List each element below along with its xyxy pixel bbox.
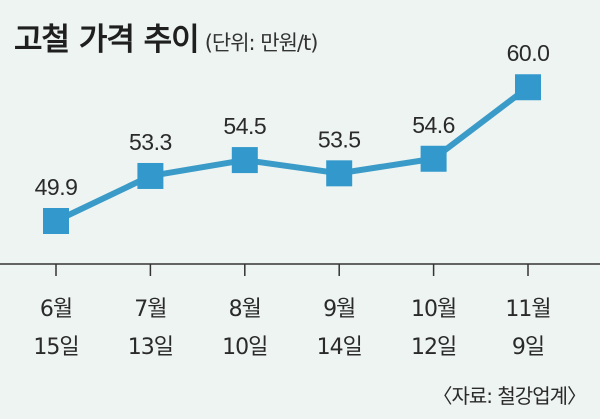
category-day-label: 12일	[411, 335, 456, 360]
chart-header: 고철 가격 추이 (단위: 만원/t)	[14, 14, 319, 59]
data-point-marker	[326, 160, 353, 187]
category-month-label: 7월	[134, 297, 166, 322]
data-point-marker	[137, 162, 164, 189]
category-day-label: 13일	[128, 335, 173, 360]
series-line	[54, 84, 530, 224]
data-value-label: 60.0	[507, 40, 550, 66]
category-month-label: 10월	[411, 297, 456, 322]
data-value-label: 53.5	[318, 126, 361, 152]
category-day-label: 15일	[33, 335, 78, 360]
category-month-label: 6월	[40, 297, 72, 322]
data-value-label: 53.3	[129, 129, 172, 155]
category-day-label: 9일	[512, 335, 544, 360]
data-point-marker	[515, 74, 541, 101]
data-value-label: 54.6	[412, 112, 455, 138]
category-day-label: 10일	[222, 335, 267, 360]
data-point-marker	[43, 208, 69, 234]
x-axis-ticks	[55, 264, 529, 276]
category-month-label: 11월	[505, 297, 550, 322]
source-note: 〈자료: 철강업계〉	[432, 384, 587, 408]
unit-label: (단위: 만원/t)	[204, 31, 319, 55]
data-markers	[43, 74, 541, 234]
category-labels: 6월 15일 7월 13일 8월 10일 9월 14일 10월 12일 11월 9일	[33, 297, 551, 360]
data-value-label: 49.9	[35, 174, 78, 200]
category-day-label: 14일	[317, 335, 362, 360]
category-month-label: 9월	[323, 297, 355, 322]
category-month-label: 8월	[229, 297, 261, 322]
data-point-marker	[420, 145, 447, 172]
value-labels: 49.9 53.3 54.5 53.5 54.6 60.0	[35, 40, 550, 200]
data-value-label: 54.5	[223, 113, 266, 139]
data-point-marker	[231, 147, 258, 174]
chart-title: 고철 가격 추이	[14, 22, 200, 58]
